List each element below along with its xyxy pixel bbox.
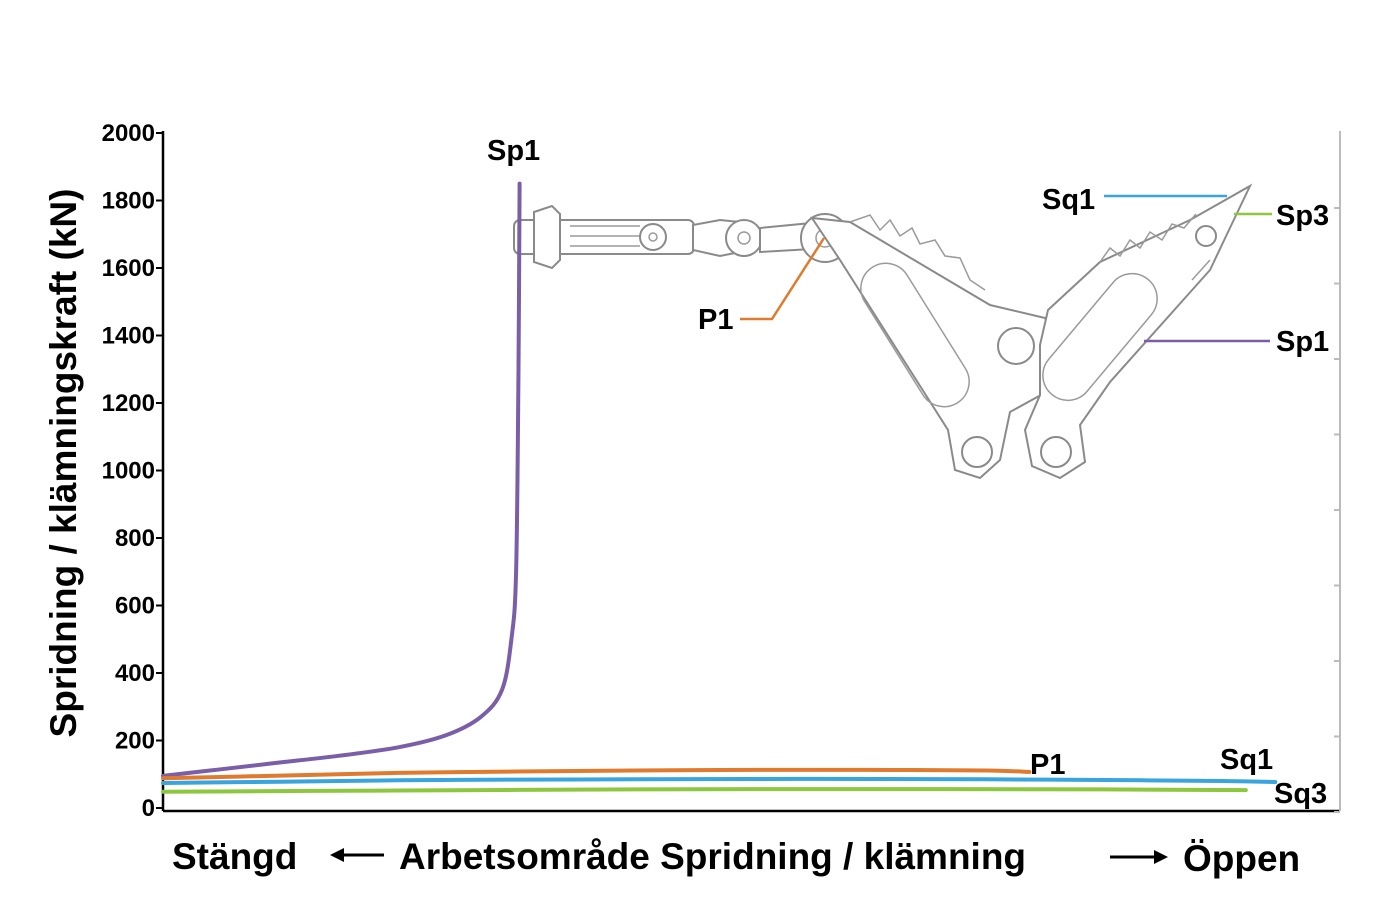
curve-label-sq1: Sq1 <box>1220 744 1273 776</box>
y-tick-label: 2000 <box>102 120 155 147</box>
y-tick-label: 800 <box>115 525 155 552</box>
y-tick-label: 0 <box>142 795 155 822</box>
y-tick-label: 200 <box>115 728 155 755</box>
tool-callouts: P1 Sq1 Sp3 Sp1 <box>698 184 1329 358</box>
x-caption-center: Arbetsområde Spridning / klämning <box>399 836 1026 877</box>
y-tick-label: 600 <box>115 593 155 620</box>
x-caption-right: Öppen <box>1183 838 1300 879</box>
y-tick-label: 1000 <box>102 458 155 485</box>
x-axis-caption: Stängd Arbetsområde Spridning / klämning… <box>172 836 1300 879</box>
callout-label-sq1: Sq1 <box>1042 184 1095 216</box>
curve-labels: Sp1 P1 Sq1 Sq3 <box>487 135 1327 810</box>
y-tick-label: 1200 <box>102 390 155 417</box>
rescue-tool-illustration <box>513 183 1253 480</box>
series-layer <box>161 181 1278 794</box>
series-line-sq3 <box>161 787 1248 794</box>
y-tick-label: 1400 <box>102 323 155 350</box>
x-caption-left: Stängd <box>172 836 297 877</box>
curve-label-sq3: Sq3 <box>1274 778 1327 810</box>
series-line-sq1 <box>161 776 1278 785</box>
callout-label-p1: P1 <box>698 304 733 336</box>
callout-line-p1 <box>740 237 826 321</box>
curve-label-p1: P1 <box>1030 749 1065 781</box>
y-ticks: 0 200 400 600 800 1000 1200 1400 1600 1800 2000 <box>102 120 163 822</box>
series-line-p1 <box>161 767 1032 781</box>
callout-label-sp3: Sp3 <box>1276 200 1329 232</box>
curve-label-sp1: Sp1 <box>487 135 540 167</box>
series-line-sp1 <box>161 181 522 778</box>
callout-label-sp1: Sp1 <box>1276 326 1329 358</box>
y-tick-label: 1600 <box>102 255 155 282</box>
right-frame-ticks <box>1334 207 1340 813</box>
y-tick-label: 400 <box>115 660 155 687</box>
y-axis-label: Spridning / klämningskraft (kN) <box>43 189 84 738</box>
arrow-left-head <box>330 848 344 862</box>
arrow-right-head <box>1154 850 1168 864</box>
y-tick-label: 1800 <box>102 188 155 215</box>
